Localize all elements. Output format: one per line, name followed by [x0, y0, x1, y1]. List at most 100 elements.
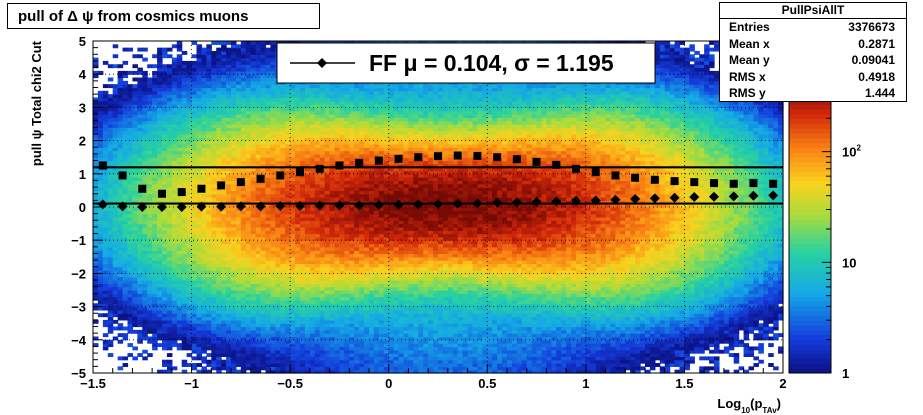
- heatmap-cell: [97, 133, 104, 138]
- heatmap-cell: [162, 150, 168, 155]
- heatmap-cell: [166, 157, 173, 162]
- heatmap-cell: [319, 363, 326, 367]
- heatmap-cell: [285, 173, 291, 178]
- heatmap-cell: [226, 243, 232, 248]
- heatmap-cell: [231, 326, 237, 331]
- heatmap-cell: [196, 216, 203, 221]
- heatmap-cell: [309, 177, 316, 182]
- heatmap-cell: [107, 114, 114, 118]
- heatmap-cell: [280, 283, 286, 288]
- heatmap-cell: [122, 140, 129, 145]
- heatmap-cell: [260, 230, 267, 235]
- heatmap-cell: [221, 200, 227, 205]
- heatmap-cell: [211, 150, 217, 155]
- heatmap-cell: [300, 187, 306, 191]
- heatmap-cell: [191, 54, 198, 59]
- heatmap-cell: [226, 60, 232, 65]
- heatmap-cell: [211, 233, 217, 238]
- heatmap-cell: [147, 326, 153, 331]
- heatmap-cell: [275, 316, 281, 321]
- heatmap-cell: [132, 84, 138, 89]
- heatmap-cell: [270, 197, 276, 201]
- heatmap-cell: [171, 110, 178, 115]
- heatmap-cell: [226, 54, 232, 59]
- heatmap-cell: [231, 243, 237, 248]
- heatmap-cell: [221, 197, 227, 201]
- heatmap-cell: [319, 263, 326, 268]
- heatmap-cell: [231, 167, 237, 172]
- heatmap-cell: [186, 67, 193, 72]
- heatmap-cell: [196, 309, 203, 314]
- heatmap-cell: [102, 226, 109, 231]
- heatmap-cell: [142, 87, 148, 92]
- heatmap-cell: [235, 193, 242, 198]
- heatmap-cell: [290, 353, 296, 357]
- heatmap-cell: [314, 353, 321, 357]
- heatmap-cell: [191, 200, 198, 205]
- heatmap-cell: [275, 124, 281, 128]
- heatmap-cell: [171, 299, 178, 304]
- heatmap-cell: [157, 163, 163, 168]
- heatmap-cell: [97, 137, 104, 142]
- heatmap-cell: [162, 210, 168, 215]
- heatmap-cell: [216, 70, 222, 75]
- heatmap-cell: [157, 100, 163, 105]
- heatmap-cell: [270, 333, 276, 338]
- heatmap-cell: [265, 137, 272, 142]
- heatmap-cell: [147, 143, 153, 148]
- heatmap-cell: [255, 127, 262, 132]
- heatmap-cell: [162, 286, 168, 291]
- heatmap-cell: [245, 64, 252, 69]
- heatmap-cell: [255, 87, 262, 92]
- heatmap-cell: [201, 240, 207, 245]
- heatmap-cell: [152, 197, 158, 201]
- heatmap-cell: [270, 319, 276, 324]
- heatmap-cell: [300, 246, 306, 251]
- heatmap-cell: [295, 250, 301, 255]
- heatmap-cell: [290, 273, 296, 278]
- heatmap-cell: [226, 256, 232, 261]
- heatmap-cell: [127, 87, 134, 92]
- heatmap-cell: [275, 114, 281, 118]
- heatmap-cell: [304, 243, 311, 248]
- heatmap-cell: [260, 306, 267, 311]
- heatmap-cell: [171, 160, 178, 165]
- heatmap-cell: [171, 117, 178, 122]
- heatmap-cell: [102, 333, 109, 338]
- heatmap-cell: [93, 120, 99, 125]
- heatmap-cell: [166, 303, 173, 308]
- heatmap-cell: [245, 67, 252, 72]
- heatmap-cell: [186, 363, 193, 367]
- heatmap-cell: [147, 114, 153, 118]
- heatmap-cell: [206, 270, 212, 274]
- heatmap-cell: [93, 319, 99, 324]
- heatmap-cell: [216, 140, 222, 145]
- heatmap-cell: [147, 207, 153, 211]
- heatmap-cell: [319, 124, 326, 128]
- heatmap-cell: [304, 250, 311, 255]
- heatmap-cell: [157, 104, 163, 108]
- heatmap-cell: [176, 74, 183, 79]
- heatmap-cell: [206, 64, 212, 69]
- heatmap-cell: [295, 153, 301, 158]
- heatmap-cell: [231, 173, 237, 178]
- heatmap-cell: [142, 233, 148, 238]
- heatmap-cell: [132, 197, 138, 201]
- heatmap-cell: [240, 87, 247, 92]
- heatmap-cell: [152, 54, 158, 59]
- heatmap-cell: [231, 41, 237, 45]
- heatmap-cell: [314, 183, 321, 188]
- heatmap-cell: [255, 41, 262, 45]
- heatmap-cell: [221, 220, 227, 225]
- heatmap-cell: [176, 299, 183, 304]
- heatmap-cell: [157, 290, 163, 294]
- heatmap-cell: [240, 130, 247, 135]
- heatmap-cell: [295, 256, 301, 261]
- heatmap-cell: [102, 137, 109, 142]
- heatmap-cell: [319, 243, 326, 248]
- heatmap-cell: [186, 276, 193, 281]
- heatmap-cell: [270, 260, 276, 265]
- heatmap-cell: [226, 326, 232, 331]
- heatmap-cell: [329, 319, 336, 324]
- heatmap-cell: [166, 243, 173, 248]
